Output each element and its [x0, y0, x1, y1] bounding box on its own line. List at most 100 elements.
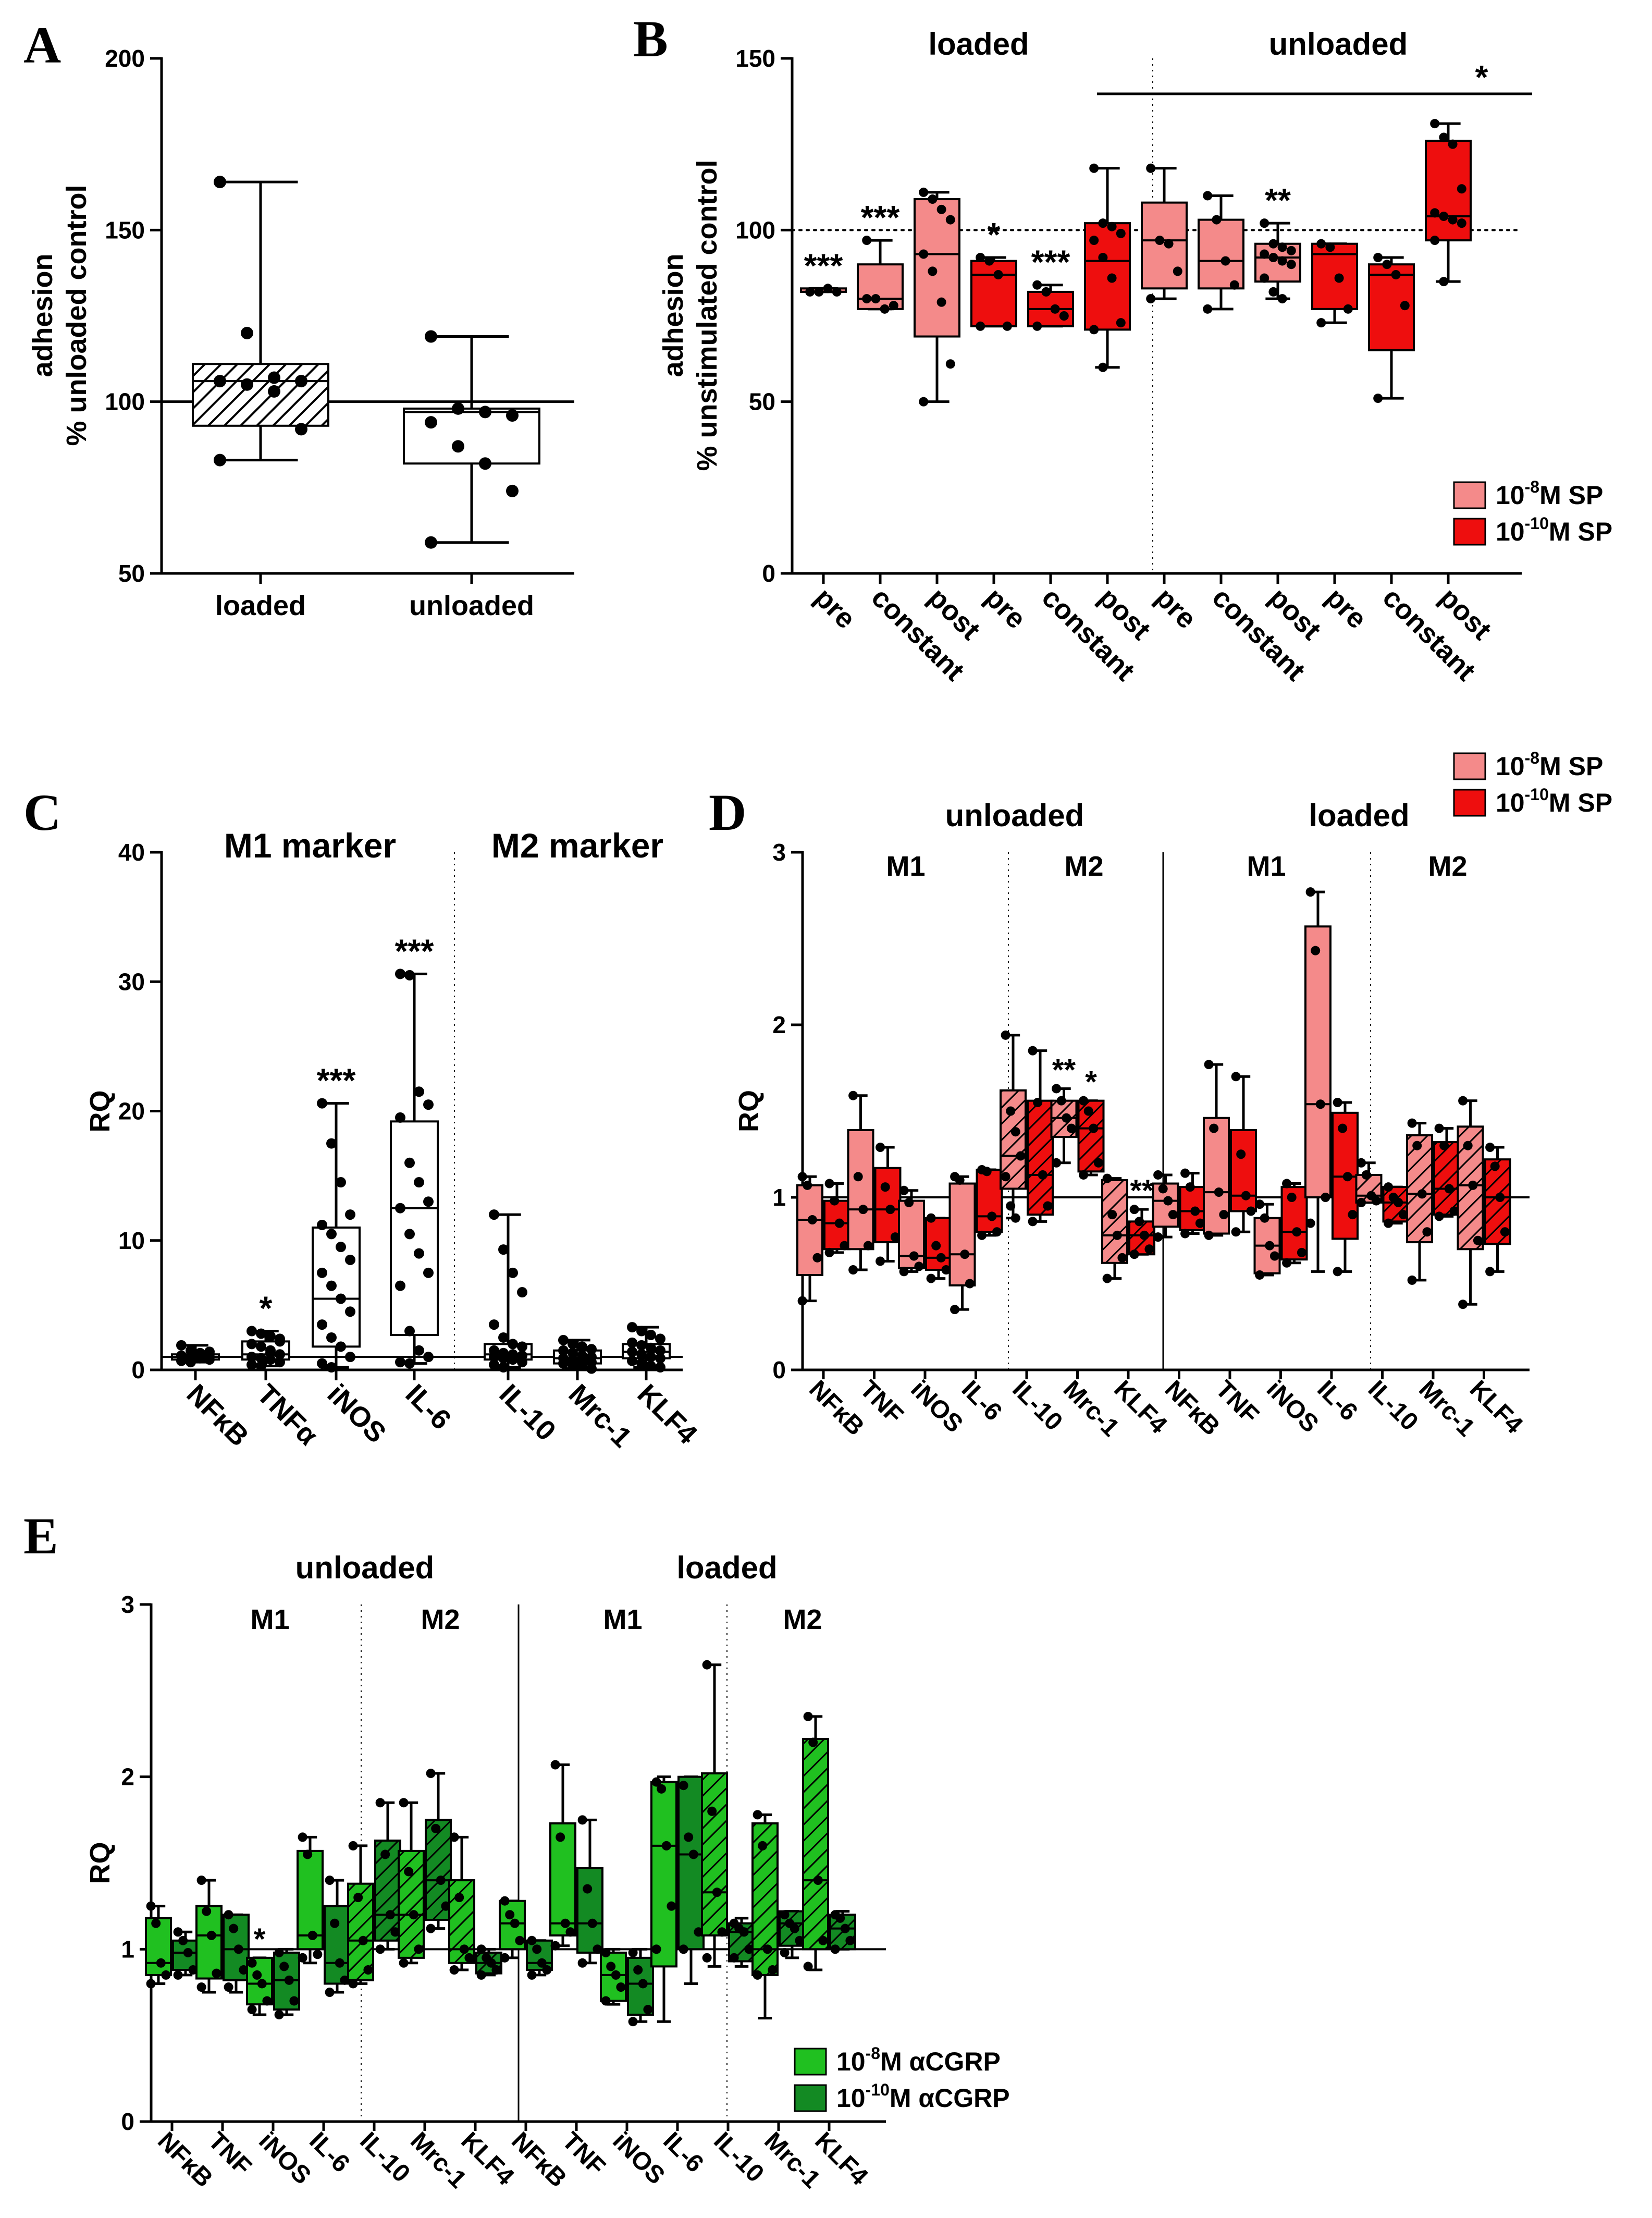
data-point — [425, 416, 437, 429]
data-point — [611, 1970, 621, 1980]
significance-marker: *** — [1031, 243, 1070, 281]
significance-marker: *** — [804, 247, 843, 284]
data-point — [899, 1185, 909, 1195]
data-point — [1155, 236, 1165, 246]
legend-base: 10 — [1496, 517, 1525, 546]
data-point — [274, 2009, 284, 2019]
data-point — [1041, 287, 1051, 297]
x-tick-label: IL-6 — [400, 1378, 457, 1436]
data-point — [928, 194, 938, 204]
data-point — [1361, 1170, 1371, 1180]
data-point — [363, 1965, 373, 1975]
data-point — [885, 1205, 895, 1215]
data-point — [395, 1112, 405, 1123]
data-point — [247, 1958, 257, 1968]
data-point — [1129, 1205, 1139, 1215]
data-point — [436, 1876, 446, 1885]
box-iqr — [802, 1737, 829, 1951]
panel-letter-b: B — [633, 10, 668, 68]
data-point — [1059, 311, 1069, 321]
x-tick-label: KLF4 — [455, 2127, 520, 2191]
data-point — [307, 1930, 317, 1940]
data-point — [1236, 1149, 1246, 1159]
y-tick-label: 3 — [121, 1591, 134, 1618]
data-point — [275, 1333, 285, 1344]
data-point — [1430, 208, 1440, 218]
box-iqr — [1230, 1129, 1257, 1212]
data-point — [550, 1941, 560, 1951]
data-point — [1028, 1046, 1038, 1056]
data-point — [395, 1203, 405, 1214]
data-point — [655, 1353, 665, 1364]
box-iqr — [847, 1129, 874, 1251]
data-point — [1062, 1113, 1071, 1123]
data-point — [414, 1177, 424, 1188]
data-point — [284, 1975, 294, 1985]
data-point — [1010, 1127, 1020, 1137]
box-iqr — [1433, 1141, 1460, 1216]
significance-marker: * — [988, 216, 1001, 253]
data-point — [317, 1319, 327, 1330]
x-tick-label: KLF4 — [809, 2127, 873, 2191]
data-point — [375, 1944, 385, 1954]
box-iqr — [1027, 1099, 1054, 1216]
data-point — [1384, 1218, 1394, 1228]
data-point — [515, 1935, 525, 1945]
data-point — [1107, 1210, 1117, 1220]
subgroup-label: M1 — [886, 851, 925, 882]
y-tick-label: 20 — [118, 1098, 145, 1125]
panel-a: 50 100 150 200 loaded unloaded adhesion% unloa… — [27, 45, 574, 621]
data-point — [1089, 236, 1099, 246]
data-point — [1473, 1235, 1483, 1245]
data-point — [556, 1832, 565, 1842]
data-point — [1129, 1249, 1139, 1259]
data-point — [945, 359, 955, 369]
data-point — [1220, 256, 1230, 266]
data-point — [1458, 1096, 1468, 1106]
data-point — [1098, 362, 1108, 372]
x-tick-label: NFκB — [152, 2127, 218, 2192]
data-point — [449, 1965, 459, 1975]
data-point — [739, 1927, 749, 1937]
data-point — [1321, 1193, 1330, 1202]
group-label-m2: M2 marker — [491, 826, 663, 865]
data-point — [510, 1918, 520, 1928]
data-point — [336, 1177, 346, 1188]
x-tick-label: TNFα — [251, 1378, 324, 1451]
x-tick-label: Mrc-1 — [405, 2127, 472, 2194]
data-point — [814, 287, 824, 297]
data-point — [655, 1362, 665, 1373]
box-iqr — [701, 1772, 728, 1937]
data-point — [931, 1241, 941, 1251]
data-point — [1098, 253, 1108, 263]
box-iqr — [398, 1849, 425, 1959]
box-iqr — [403, 407, 540, 465]
significance-marker: * — [254, 1922, 266, 1956]
data-point — [326, 1332, 337, 1343]
data-point — [1444, 1184, 1454, 1194]
data-point — [409, 1910, 418, 1920]
data-point — [246, 1359, 257, 1370]
data-point — [936, 1253, 946, 1263]
box-iqr — [192, 363, 329, 427]
data-point — [638, 1979, 648, 1989]
data-point — [425, 536, 437, 549]
data-point — [1102, 1173, 1112, 1183]
data-point — [667, 1901, 676, 1911]
data-point — [568, 1359, 578, 1370]
data-point — [550, 1760, 560, 1770]
subgroup-label: M1 — [603, 1604, 642, 1635]
data-point — [1117, 1253, 1127, 1263]
data-point — [830, 1196, 840, 1206]
data-point — [246, 1339, 257, 1350]
data-point — [1231, 1227, 1241, 1237]
data-point — [633, 1965, 643, 1975]
data-point — [1391, 269, 1401, 279]
data-point — [753, 1810, 762, 1820]
data-point — [489, 1319, 499, 1330]
data-point — [1430, 119, 1440, 129]
data-point — [840, 1241, 849, 1251]
data-point — [601, 1947, 611, 1957]
data-point — [212, 1968, 221, 1978]
data-point — [1348, 1210, 1358, 1220]
